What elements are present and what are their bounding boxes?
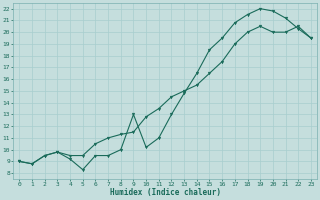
X-axis label: Humidex (Indice chaleur): Humidex (Indice chaleur) [110,188,220,197]
